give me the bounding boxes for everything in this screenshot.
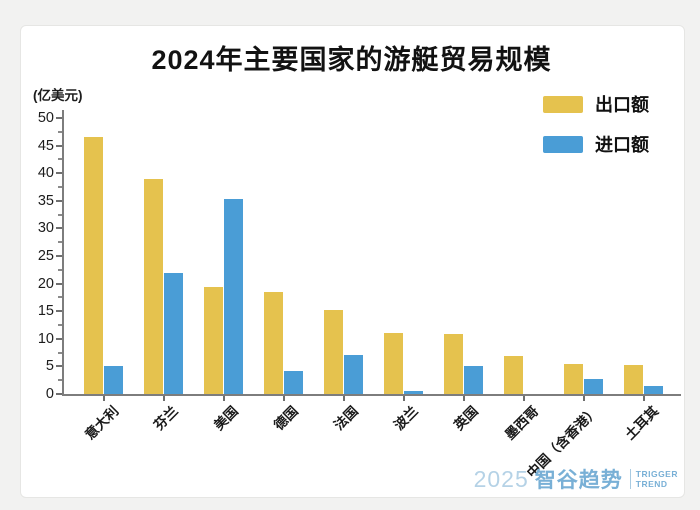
y-tick-label: 15 — [37, 303, 54, 320]
y-tick-mark — [56, 282, 62, 285]
bar-export-4 — [264, 292, 283, 394]
legend-item-import: 进口额 — [543, 134, 649, 155]
export-color-swatch — [543, 95, 583, 113]
corner-flag-icon — [17, 16, 43, 32]
y-tick-mark — [56, 365, 62, 368]
bar-export-8 — [504, 356, 523, 394]
x-tick-mark — [283, 396, 285, 401]
chart-title: 2024年主要国家的游艇贸易规模 — [151, 45, 552, 75]
footer-divider — [629, 469, 631, 489]
bar-import-5 — [344, 355, 363, 394]
y-minor-tick-mark — [58, 296, 62, 299]
bar-export-5 — [324, 310, 343, 394]
y-tick-label: 0 — [45, 386, 54, 402]
legend: 出口额 进口额 — [543, 94, 649, 174]
bar-export-1 — [84, 137, 103, 394]
bar-export-3 — [204, 287, 223, 394]
y-tick-label: 35 — [37, 192, 54, 209]
bar-import-7 — [464, 366, 483, 394]
y-minor-tick-mark — [58, 351, 62, 354]
y-axis-line — [62, 110, 64, 396]
y-tick-mark — [56, 255, 62, 257]
y-minor-tick-mark — [58, 158, 62, 161]
x-tick-mark — [343, 396, 345, 401]
bar-export-7 — [444, 334, 463, 394]
y-tick-label: 50 — [37, 110, 54, 126]
bar-import-4 — [284, 371, 303, 394]
bar-import-2 — [164, 273, 183, 394]
corner-flag-yellow — [39, 16, 43, 32]
x-tick-mark — [223, 396, 225, 401]
footer-tagline-line1: TRIGGER — [635, 469, 678, 479]
x-tick-mark — [643, 396, 645, 401]
y-minor-tick-mark — [58, 324, 62, 326]
footer-year: 2025 — [473, 465, 529, 492]
bar-export-10 — [624, 365, 643, 394]
bar-import-1 — [104, 366, 123, 394]
x-axis-line — [62, 394, 681, 396]
bar-import-3 — [224, 199, 243, 394]
y-tick-mark — [56, 144, 62, 147]
y-tick-label: 10 — [37, 330, 54, 347]
import-color-swatch — [543, 135, 583, 153]
y-minor-tick-mark — [58, 213, 62, 216]
bar-import-9 — [584, 379, 603, 394]
y-tick-label: 20 — [37, 275, 54, 292]
x-tick-mark — [163, 396, 165, 401]
y-tick-label: 25 — [37, 248, 54, 264]
y-tick-mark — [56, 310, 62, 313]
y-tick-label: 30 — [37, 220, 54, 237]
bar-import-10 — [644, 386, 663, 394]
y-tick-mark — [56, 227, 62, 230]
y-tick-mark — [56, 117, 62, 119]
bar-export-2 — [144, 179, 163, 394]
brand-footer: 2025 智谷趋势 TRIGGER TREND — [474, 464, 678, 494]
y-tick-label: 40 — [37, 165, 54, 182]
corner-flag-dark-blue — [17, 16, 30, 32]
y-tick-mark — [56, 337, 62, 340]
y-minor-tick-mark — [58, 241, 62, 244]
y-tick-mark — [56, 172, 62, 175]
y-axis-unit-label: (亿美元) — [33, 88, 83, 103]
y-tick-mark — [56, 393, 62, 395]
footer-brand-name: 智谷趋势 — [534, 469, 623, 492]
x-tick-mark — [403, 396, 405, 401]
y-tick-label: 45 — [37, 137, 54, 154]
legend-item-export: 出口额 — [543, 94, 649, 115]
y-minor-tick-mark — [58, 130, 62, 133]
y-tick-label: 5 — [45, 358, 54, 375]
footer-tagline: TRIGGER TREND — [636, 469, 678, 489]
footer-tagline-line2: TREND — [635, 479, 668, 489]
bar-import-6 — [404, 391, 423, 394]
legend-label-export: 出口额 — [595, 95, 649, 115]
x-tick-mark — [583, 396, 585, 401]
x-tick-mark — [463, 396, 465, 401]
legend-label-import: 进口额 — [595, 135, 649, 155]
y-minor-tick-mark — [58, 186, 62, 188]
y-minor-tick-mark — [58, 379, 62, 382]
bar-export-9 — [564, 364, 583, 394]
y-minor-tick-mark — [58, 268, 62, 271]
x-tick-mark — [103, 396, 105, 401]
corner-flag-light-blue — [30, 16, 39, 32]
bar-export-6 — [384, 333, 403, 394]
x-tick-mark — [523, 396, 525, 401]
y-tick-mark — [56, 199, 62, 202]
